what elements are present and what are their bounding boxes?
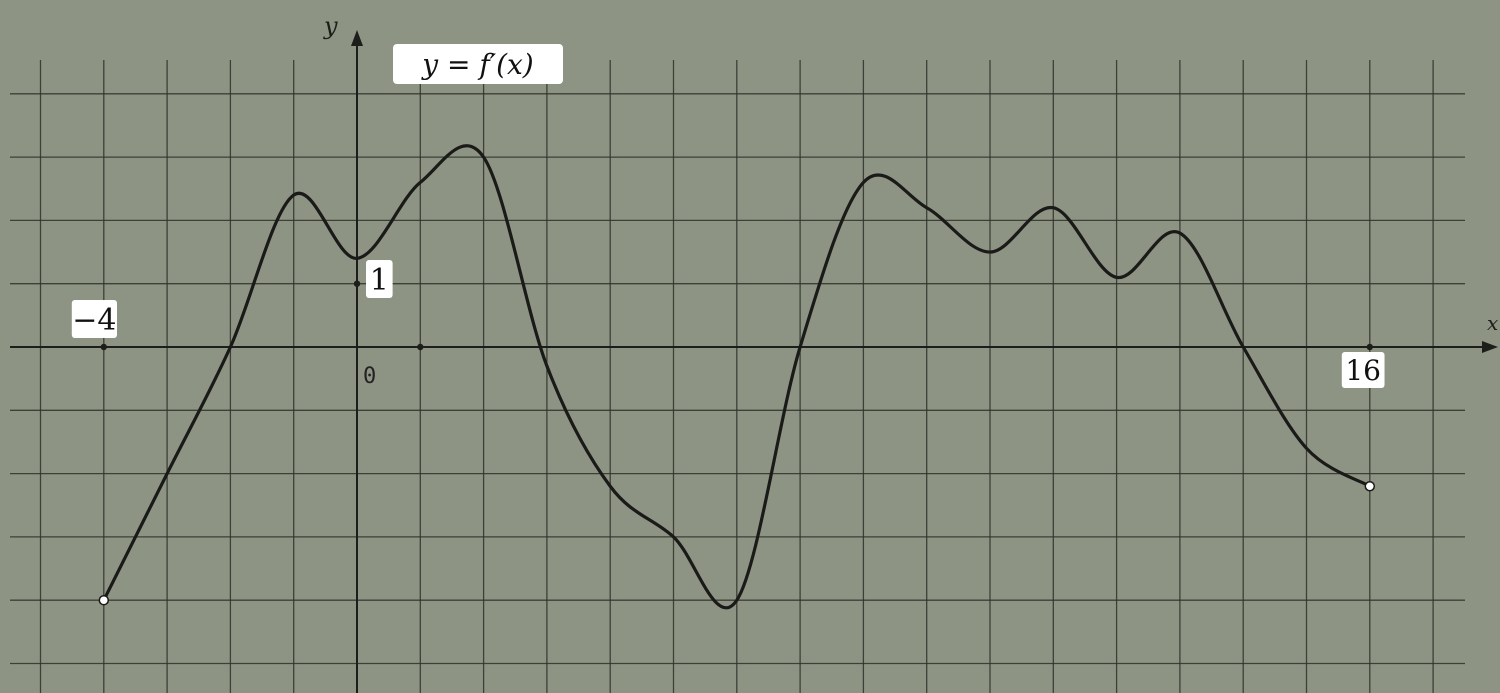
x-axis-arrow-icon [1482,341,1498,353]
tick-label: 16 [1345,354,1381,387]
chart-title: y = f′(x) [420,48,533,81]
axis-tick-dot [417,343,424,351]
tick-label: −4 [72,303,116,338]
y-axis-arrow-icon [351,30,363,46]
series-line [102,144,1372,610]
axis-tick-dot [100,343,108,351]
grid [10,60,1465,693]
curve-layer [98,144,1376,610]
tick-label-background [1341,352,1385,388]
chart-title-background [393,44,563,84]
tick-label-background [366,260,393,298]
axis-tick-dot [353,280,361,287]
endpoint-marker [1364,481,1376,492]
axes: x y 0 [10,12,1498,693]
tick-label: 1 [370,263,389,298]
tick-label-background [71,300,117,338]
label-layer: −4 1 16 y = f′(x) [71,44,1385,388]
axis-tick-dot [1366,343,1374,351]
y-axis-label: y [323,12,338,40]
endpoint-marker [98,594,110,606]
origin-label: 0 [363,364,376,389]
x-axis-label: x [1487,311,1498,335]
